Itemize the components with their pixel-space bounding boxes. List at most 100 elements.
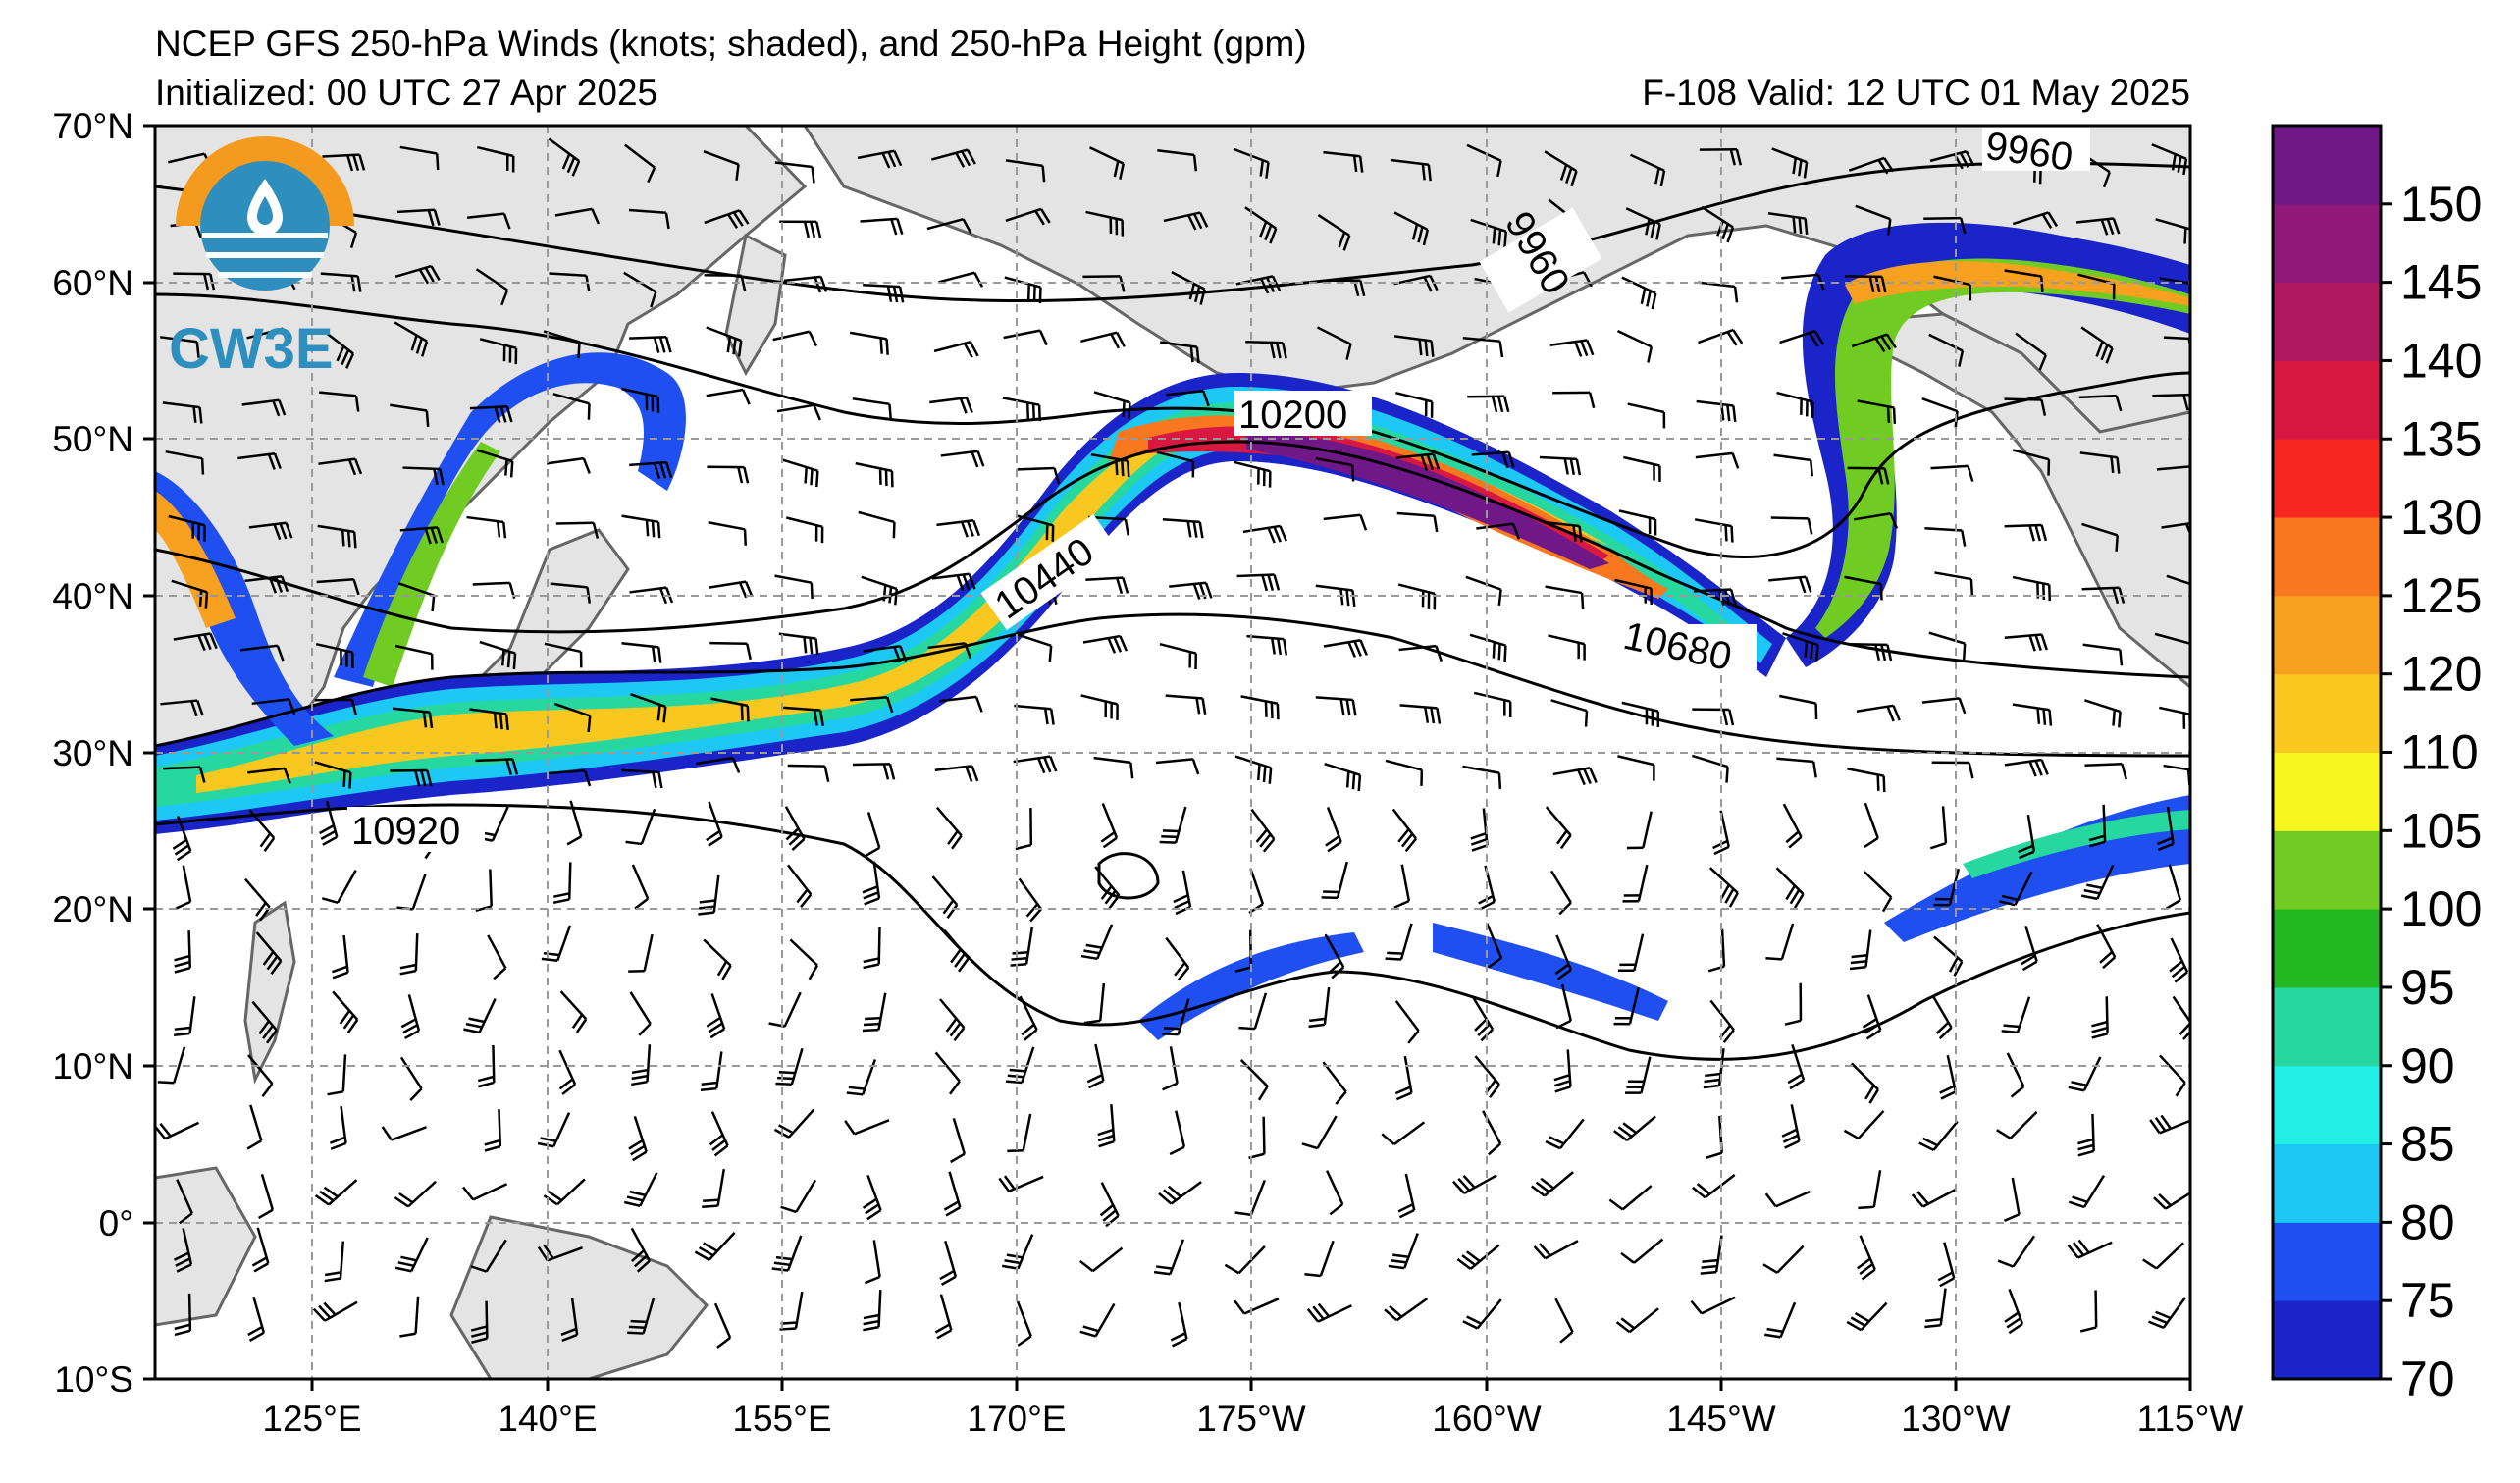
philippines: [243, 900, 296, 1085]
wind-barb: [392, 707, 434, 729]
wind-barb: [1456, 1244, 1500, 1270]
colorbar-label: 105: [2400, 803, 2482, 858]
wind-barb: [1093, 391, 1131, 419]
wind-barb: [1470, 218, 1508, 248]
wind-barb: [621, 514, 661, 539]
lat-label-70n: 70°N: [52, 106, 133, 146]
wind-barb: [713, 1302, 732, 1349]
wind-barb: [1471, 450, 1515, 469]
wind-barb: [475, 758, 519, 775]
wind-barb: [314, 761, 352, 789]
wind-barb: [390, 768, 433, 787]
lat-label-30n: 30°N: [52, 733, 133, 773]
wind-barb: [1539, 455, 1582, 476]
wind-barb: [863, 927, 881, 970]
wind-barb: [783, 275, 828, 293]
wind-barb: [537, 1244, 584, 1262]
wind-barb: [1017, 466, 1061, 485]
colorbar-segment: [2273, 282, 2381, 361]
wind-barb: [939, 695, 983, 713]
wind-barb: [1692, 1173, 1736, 1199]
wind-barb: [936, 519, 981, 538]
wind-barb: [629, 335, 672, 353]
wind-barb: [706, 801, 723, 847]
wind-barb: [858, 510, 896, 539]
wind-barb: [1015, 808, 1033, 851]
wind-barb: [939, 1240, 958, 1286]
wind-barb: [1694, 518, 1734, 543]
wind-barb: [1626, 811, 1653, 850]
wind-barb: [1465, 575, 1502, 607]
lon-label-130w: 130°W: [1901, 1399, 2011, 1439]
wind-barb: [248, 809, 276, 853]
wind-barb: [399, 1296, 420, 1338]
colorbar-segment: [2273, 1143, 2381, 1223]
wind-barb: [321, 869, 357, 904]
wind-barb: [1782, 803, 1803, 849]
wind-barb: [2154, 632, 2190, 661]
wind-barb: [1396, 511, 1439, 533]
wind-barb: [1911, 1188, 1957, 1208]
wind-barb: [315, 642, 354, 668]
wind-barb: [1013, 755, 1058, 774]
wind-barb: [1550, 699, 1589, 727]
wind-barb: [2158, 1054, 2186, 1097]
wind-barb: [844, 1119, 890, 1136]
wind-barb: [850, 696, 894, 714]
wind-barb: [1238, 992, 1268, 1031]
wind-barb: [1764, 1190, 1811, 1208]
wind-barb: [628, 933, 654, 973]
wind-barb: [1997, 1235, 2036, 1268]
wind-barb: [1469, 633, 1507, 662]
wind-barb: [1856, 704, 1901, 722]
map-title: NCEP GFS 250-hPa Winds (knots; shaded), …: [155, 24, 1307, 64]
wind-barb: [1394, 1000, 1420, 1044]
wind-barb: [1850, 643, 1893, 662]
wind-barb: [244, 575, 289, 594]
wind-barb: [176, 1179, 193, 1225]
wind-barb: [1010, 927, 1034, 967]
lon-label-140e: 140°E: [498, 1399, 597, 1439]
wind-barb: [787, 764, 830, 782]
wind-barb: [776, 403, 822, 421]
wind-barb: [1864, 802, 1879, 849]
wind-barb: [621, 768, 663, 789]
wind-barb: [1316, 326, 1352, 360]
wind-barb: [1234, 755, 1273, 784]
wind-barb: [1699, 147, 1743, 166]
wind-barb: [1304, 1240, 1335, 1278]
wind-barb: [1928, 631, 1967, 661]
wind-barb: [2015, 332, 2048, 371]
wind-barb: [2004, 1288, 2024, 1335]
contour-label-10920: 10920: [351, 810, 460, 853]
wind-barb: [1615, 1307, 1659, 1334]
wind-barb: [774, 574, 814, 600]
wind-barb: [863, 283, 905, 303]
wind-barb: [477, 1044, 496, 1088]
colorbar-segment: [2273, 986, 2381, 1067]
lon-label-160w: 160°W: [1432, 1399, 1542, 1439]
wind-barb: [543, 330, 581, 358]
wind-barb: [1005, 207, 1051, 226]
wind-barb: [2012, 575, 2052, 602]
wind-barb: [998, 1175, 1044, 1192]
wind-barb: [1924, 1288, 1947, 1329]
wind-barb: [1768, 575, 1812, 594]
wind-barb: [174, 930, 192, 974]
wind-barb: [630, 1227, 652, 1273]
wind-barb: [331, 934, 349, 980]
wind-barb: [2153, 1191, 2190, 1210]
wind-speed-shading: [155, 222, 2190, 1040]
wind-barb: [1083, 982, 1106, 1025]
wind-barb: [1159, 806, 1187, 844]
wind-barb: [938, 998, 966, 1042]
colorbar-label: 70: [2400, 1351, 2455, 1406]
wind-barb: [774, 161, 815, 184]
wind-barb: [1082, 275, 1126, 292]
wind-barb: [318, 457, 363, 476]
colorbar-label: 140: [2400, 333, 2482, 388]
wind-barb: [172, 816, 192, 862]
wind-barb: [1762, 1245, 1805, 1274]
wind-barb: [251, 1227, 270, 1273]
lon-label-155e: 155°E: [732, 1399, 831, 1439]
